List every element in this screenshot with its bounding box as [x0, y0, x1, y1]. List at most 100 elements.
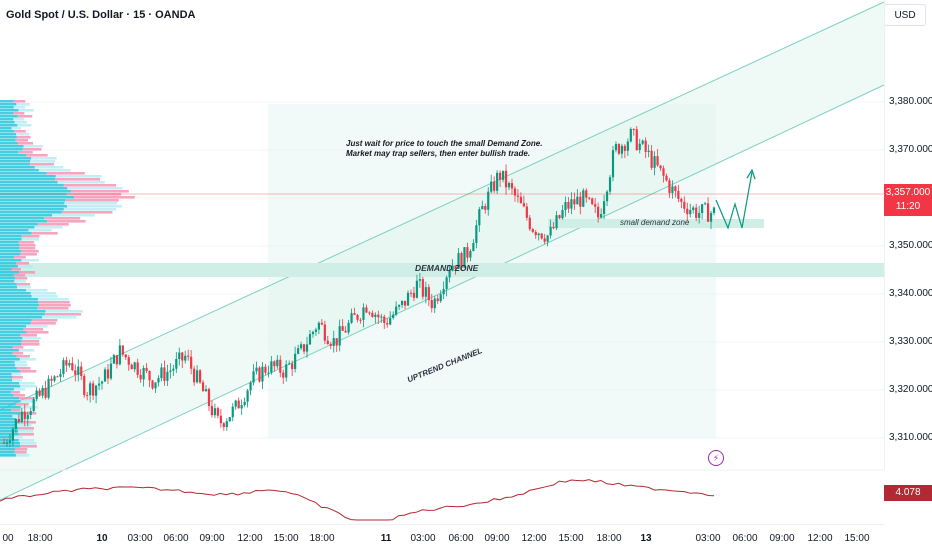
- candle-body: [677, 190, 680, 199]
- candle-body: [317, 322, 320, 330]
- candle-body: [311, 331, 315, 335]
- volume-bar-down: [19, 370, 37, 373]
- volume-bar-up: [0, 133, 17, 136]
- price-axis[interactable]: [884, 0, 932, 470]
- candle-body: [252, 371, 255, 383]
- volume-bar-down: [37, 298, 70, 301]
- last-price-badge: 3,357.000 11:20: [884, 184, 932, 216]
- candle-body: [561, 210, 564, 219]
- volume-bar-down: [31, 157, 57, 160]
- candle-body: [501, 170, 505, 180]
- candle-body: [184, 355, 187, 361]
- candle-body: [231, 406, 234, 418]
- candle-body: [297, 348, 300, 354]
- volume-bar-up: [0, 187, 68, 190]
- volume-bar-down: [28, 229, 52, 232]
- volume-bar-down: [11, 268, 21, 271]
- volume-bar-down: [19, 397, 35, 400]
- time-axis[interactable]: [0, 524, 884, 551]
- volume-bar-down: [15, 403, 29, 406]
- volume-bar-down: [74, 196, 135, 199]
- volume-bar-down: [38, 304, 71, 307]
- candle-body: [662, 168, 665, 176]
- chart-title: Gold Spot / U.S. Dollar · 15 · OANDA: [6, 9, 196, 21]
- volume-bar-up: [0, 358, 20, 361]
- volume-bar-down: [16, 262, 30, 265]
- candle-body: [365, 307, 368, 313]
- time-tick: 09:00: [484, 533, 510, 544]
- candle-body: [359, 319, 362, 321]
- candle-body: [204, 389, 208, 392]
- candle-body: [626, 141, 629, 151]
- candle-body: [332, 338, 335, 346]
- candle-body: [279, 359, 282, 373]
- candle-body: [594, 204, 597, 207]
- volume-bar-down: [21, 343, 40, 346]
- candle-body: [216, 408, 219, 416]
- volume-bar-up: [0, 376, 13, 379]
- candle-body: [35, 390, 38, 400]
- volume-bar-down: [63, 184, 117, 187]
- candle-body: [412, 292, 416, 298]
- volume-bar-down: [20, 400, 38, 403]
- volume-bar-up: [0, 400, 21, 403]
- candle-body: [74, 370, 77, 375]
- volume-bar-up: [0, 145, 24, 148]
- volume-bar-up: [0, 247, 20, 250]
- small-demand-zone: [548, 219, 764, 228]
- volume-bar-up: [0, 286, 17, 289]
- lightning-icon[interactable]: ⚡: [708, 450, 724, 466]
- volume-bar-up: [0, 205, 68, 208]
- candle-body: [706, 203, 710, 222]
- volume-bar-up: [0, 208, 64, 211]
- candle-body: [398, 305, 401, 307]
- volume-bar-down: [13, 388, 26, 391]
- candle-body: [703, 203, 707, 205]
- countdown: 11:20: [895, 201, 921, 212]
- candle-body: [225, 421, 228, 428]
- volume-bar-down: [26, 154, 48, 157]
- candle-body: [213, 408, 217, 416]
- candle-body: [94, 385, 98, 396]
- time-tick: 11: [380, 533, 392, 544]
- volume-bar-up: [0, 142, 19, 145]
- volume-bar-up: [0, 196, 75, 199]
- candle-body: [26, 414, 29, 419]
- candle-body: [8, 440, 12, 443]
- candle-body: [112, 355, 116, 364]
- volume-bar-up: [0, 394, 14, 397]
- volume-bar-down: [13, 100, 26, 103]
- candle-body: [392, 314, 395, 318]
- volume-bar-down: [46, 172, 85, 175]
- indicator-value-badge: 4.078: [884, 485, 932, 501]
- volume-bar-up: [0, 268, 12, 271]
- candle-body: [620, 145, 624, 154]
- candle-body: [496, 172, 499, 191]
- candle-body: [588, 197, 591, 199]
- time-tick: 06:00: [732, 533, 758, 544]
- volume-bar-up: [0, 331, 27, 334]
- candle-body: [579, 196, 582, 207]
- candle-body: [151, 380, 154, 389]
- uptrend-channel-fill: [0, 2, 884, 500]
- volume-bar-up: [0, 280, 15, 283]
- volume-bar-up: [0, 346, 13, 349]
- candle-body: [403, 300, 407, 306]
- volume-bar-up: [0, 217, 45, 220]
- volume-bar-up: [0, 223, 38, 226]
- candle-body: [169, 370, 172, 372]
- volume-bar-up: [0, 451, 15, 454]
- candle-body: [641, 140, 644, 144]
- volume-bar-down: [26, 325, 48, 328]
- volume-bar-up: [0, 301, 39, 304]
- candle-body: [567, 202, 570, 209]
- candle-body: [356, 314, 359, 320]
- volume-bar-down: [13, 112, 25, 115]
- candle-body: [341, 326, 344, 331]
- volume-bar-up: [0, 430, 19, 433]
- volume-bar-down: [14, 448, 28, 451]
- time-tick: 03:00: [127, 533, 153, 544]
- candle-body: [124, 354, 127, 358]
